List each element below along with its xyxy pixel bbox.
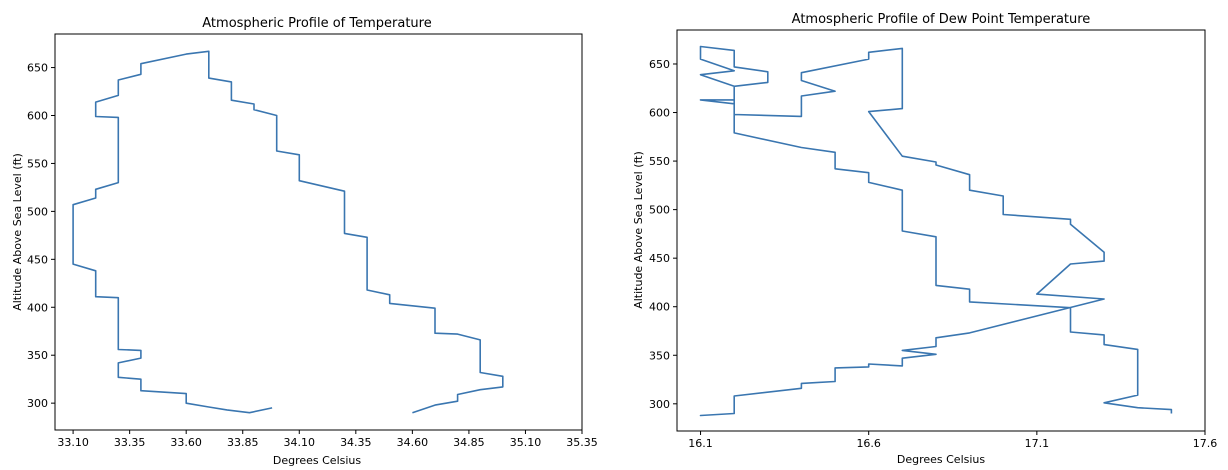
- y-tick-label: 300: [27, 397, 48, 410]
- temperature-chart: Atmospheric Profile of Temperature Degre…: [11, 16, 598, 467]
- y-tick-label: 400: [649, 301, 670, 314]
- x-tick-label: 35.35: [566, 436, 598, 449]
- x-tick-label: 34.35: [340, 436, 372, 449]
- x-tick-label: 16.6: [856, 437, 881, 450]
- x-tick-label: 33.60: [170, 436, 202, 449]
- y-tick-label: 450: [27, 253, 48, 266]
- y-tick-label: 450: [649, 252, 670, 265]
- y-tick-label: 500: [27, 205, 48, 218]
- series-line: [699, 45, 1173, 417]
- series-line: [72, 50, 504, 414]
- y-tick-label: 350: [27, 349, 48, 362]
- x-axis-label: Degrees Celsius: [897, 453, 986, 466]
- x-tick-label: 16.1: [688, 437, 713, 450]
- chart-title: Atmospheric Profile of Dew Point Tempera…: [792, 12, 1091, 27]
- y-tick-label: 650: [27, 62, 48, 75]
- x-tick-label: 35.10: [510, 436, 542, 449]
- x-tick-label: 33.10: [57, 436, 89, 449]
- x-tick-label: 34.10: [284, 436, 316, 449]
- x-tick-label: 17.1: [1025, 437, 1050, 450]
- plot-frame: [54, 33, 583, 431]
- x-tick-label: 34.60: [397, 436, 429, 449]
- x-tick-label: 33.85: [227, 436, 259, 449]
- plot-frame: [676, 29, 1206, 432]
- y-tick-label: 400: [27, 301, 48, 314]
- y-tick-label: 550: [649, 155, 670, 168]
- y-tick-label: 550: [27, 157, 48, 170]
- x-tick-label: 34.85: [453, 436, 485, 449]
- x-tick-label: 17.6: [1193, 437, 1218, 450]
- y-tick-label: 600: [649, 107, 670, 120]
- chart-title: Atmospheric Profile of Temperature: [202, 16, 431, 31]
- y-tick-label: 650: [649, 58, 670, 71]
- x-tick-label: 33.35: [114, 436, 146, 449]
- dew-point-chart: Atmospheric Profile of Dew Point Tempera…: [632, 12, 1217, 466]
- y-tick-label: 300: [649, 398, 670, 411]
- y-tick-label: 500: [649, 204, 670, 217]
- y-tick-label: 350: [649, 349, 670, 362]
- y-axis-label: Altitude Above Sea Level (ft): [11, 153, 24, 311]
- x-axis-label: Degrees Celsius: [273, 454, 362, 467]
- y-axis-label: Altitude Above Sea Level (ft): [632, 151, 645, 309]
- y-tick-label: 600: [27, 110, 48, 123]
